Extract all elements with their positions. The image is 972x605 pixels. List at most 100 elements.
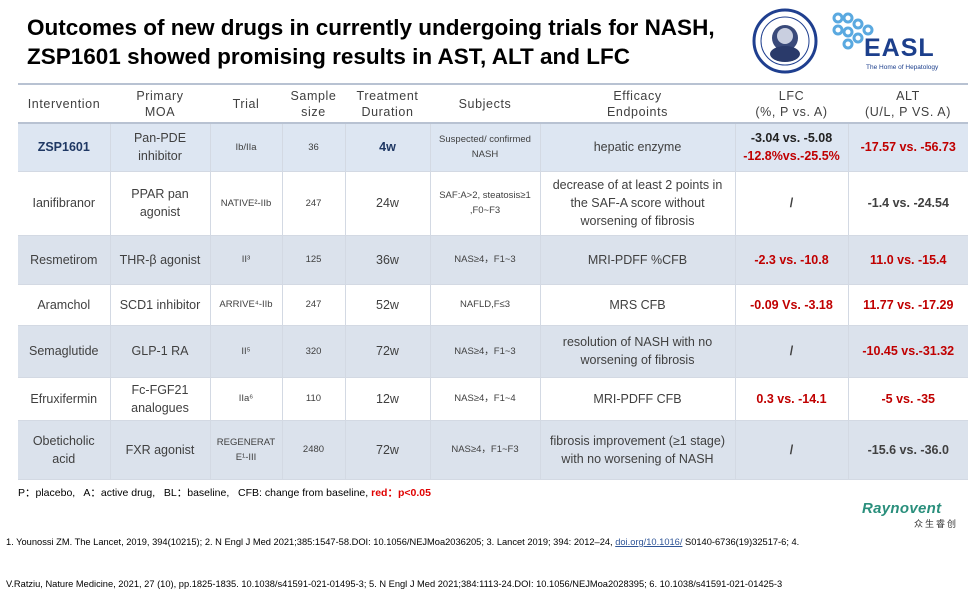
table-cell: /	[734, 420, 848, 480]
table-cell: PPAR pan agonist	[109, 171, 210, 236]
table-cell: 320	[281, 325, 345, 378]
table-cell: resolution of NASH with no worsening of …	[539, 325, 735, 378]
table-row: Resmetirom THR-β agonist II³ 125 36w NAS≥4，F1…	[18, 235, 968, 285]
table-cell: 11.77 vs. -17.29	[847, 284, 968, 326]
column-header: Subjects	[430, 83, 540, 124]
table-cell: Ib/IIa	[209, 123, 282, 172]
table-cell: NAS≥4，F1~F3	[429, 420, 540, 480]
column-header-line: Duration	[361, 104, 414, 119]
table-cell: 52w	[344, 284, 430, 326]
table-cell: MRI-PDFF CFB	[539, 377, 735, 421]
slide: Outcomes of new drugs in currently under…	[6, 8, 968, 589]
table-cell: -3.04 vs. -5.08 -12.8%vs.-25.5%	[734, 123, 848, 172]
table-cell: -17.57 vs. -56.73	[847, 123, 968, 172]
table-cell: 36w	[344, 235, 430, 285]
cell-line: -12.8%vs.-25.5%	[743, 149, 840, 164]
table-cell: 2480	[281, 420, 345, 480]
column-header-line: Subjects	[458, 96, 512, 111]
table-cell: ARRIVE⁴-IIb	[209, 284, 282, 326]
legend-red-note: red：p<0.05	[371, 487, 431, 499]
column-header: Intervention	[18, 83, 110, 124]
table-cell: Efruxifermin	[18, 377, 110, 421]
column-header-line: ALT	[896, 88, 920, 103]
table-body: ZSP1601 Pan-PDE inhibitor Ib/IIa 36 4w Suspec…	[18, 123, 968, 480]
column-header: Sample size	[282, 83, 345, 124]
column-header-line: (U/L, P VS. A)	[865, 104, 951, 119]
table-cell: hepatic enzyme	[539, 123, 735, 172]
column-header-line: Endpoints	[607, 104, 668, 119]
column-header-line: (%, P vs. A)	[755, 104, 828, 119]
reference-text: S0140-6736(19)32517-6; 4.	[682, 537, 800, 547]
table-cell: 247	[281, 171, 345, 236]
table-cell: ZSP1601	[18, 123, 110, 172]
table-cell: FXR agonist	[109, 420, 210, 480]
cell-line: -3.04 vs. -5.08	[750, 131, 833, 146]
table-cell: NAS≥4，F1~3	[429, 325, 540, 378]
table-cell: -2.3 vs. -10.8	[734, 235, 848, 285]
table-cell: Aramchol	[18, 284, 110, 326]
column-header-line: Intervention	[27, 96, 101, 111]
table-row: Efruxifermin Fc-FGF21 analogues IIa⁶ 110 12w…	[18, 377, 968, 421]
table-cell: NAFLD,F≤3	[429, 284, 540, 326]
table-cell: GLP-1 RA	[109, 325, 210, 378]
table-cell: 24w	[344, 171, 430, 236]
column-header-line: size	[301, 104, 326, 119]
table-row: Obeticholic acid FXR agonist REGENERATE¹-I…	[18, 420, 968, 480]
table-cell: Ianifibranor	[18, 171, 110, 236]
column-header-line: MOA	[144, 104, 176, 119]
header-row: Intervention Primary MOA Trial Sample size Tre…	[18, 83, 968, 124]
table-cell: SAF:A>2, steatosis≥1 ,F0~F3	[429, 171, 540, 236]
table-cell: Semaglutide	[18, 325, 110, 378]
table-cell: 247	[281, 284, 345, 326]
column-header-line: LFC	[778, 88, 805, 103]
table-cell: II⁵	[209, 325, 282, 378]
table-cell: -1.4 vs. -24.54	[847, 171, 968, 236]
column-header-line: Treatment	[356, 88, 419, 103]
column-header-line: Sample	[290, 88, 337, 103]
table-cell: 72w	[344, 325, 430, 378]
table-cell: THR-β agonist	[109, 235, 210, 285]
raynovent-logo: Raynovent 众生睿创	[862, 500, 966, 530]
table-cell: 72w	[344, 420, 430, 480]
easl-logo: EASL The Home of Hepatology	[828, 10, 958, 80]
table-cell: Pan-PDE inhibitor	[109, 123, 210, 172]
raynovent-chinese: 众生睿创	[913, 519, 958, 529]
easl-tagline: The Home of Hepatology	[866, 64, 939, 71]
table-cell: SCD1 inhibitor	[109, 284, 210, 326]
table-row: Semaglutide GLP-1 RA II⁵ 320 72w NAS≥4，F1~3 re…	[18, 325, 968, 378]
easl-wordmark: EASL	[864, 34, 935, 62]
table-cell: Suspected/ confirmed NASH	[429, 123, 540, 172]
table-cell: MRS CFB	[539, 284, 735, 326]
reference-link[interactable]: doi.org/10.1016/	[615, 537, 683, 547]
table-cell: 12w	[344, 377, 430, 421]
column-header: Trial	[210, 83, 282, 124]
table-row: Ianifibranor PPAR pan agonist NATIVE²-IIb 2…	[18, 171, 968, 236]
easl-hexagons	[832, 12, 874, 50]
title: Outcomes of new drugs in currently under…	[27, 13, 715, 71]
references: 1. Younossi ZM. The Lancet, 2019, 394(10…	[6, 507, 799, 605]
table-cell: 36	[281, 123, 345, 172]
table-cell: NAS≥4，F1~3	[429, 235, 540, 285]
table-cell: 11.0 vs. -15.4	[847, 235, 968, 285]
column-header-line: Trial	[232, 96, 260, 111]
column-header: Efficacy Endpoints	[540, 83, 735, 124]
reference-line: V.Ratziu, Nature Medicine, 2021, 27 (10)…	[6, 579, 783, 589]
table-cell: Resmetirom	[18, 235, 110, 285]
table-cell: 110	[281, 377, 345, 421]
table-cell: II³	[209, 235, 282, 285]
legend-text: P：placebo, A：active drug, BL：baseline, C…	[18, 487, 372, 499]
column-header-line: Primary	[136, 88, 184, 103]
table-cell: IIa⁶	[209, 377, 282, 421]
column-header-line: Efficacy	[613, 88, 662, 103]
seal-logo	[752, 8, 818, 74]
column-header: LFC (%, P vs. A)	[735, 83, 848, 124]
table-cell: /	[734, 171, 848, 236]
table-cell: /	[734, 325, 848, 378]
raynovent-wordmark: Raynovent	[862, 500, 942, 517]
table-cell: Fc-FGF21 analogues	[109, 377, 210, 421]
column-header: ALT (U/L, P VS. A)	[848, 83, 968, 124]
table-cell: -0.09 Vs. -3.18	[734, 284, 848, 326]
table-cell: 125	[281, 235, 345, 285]
table-cell: -10.45 vs.-31.32	[847, 325, 968, 378]
table-cell: 4w	[344, 123, 430, 172]
